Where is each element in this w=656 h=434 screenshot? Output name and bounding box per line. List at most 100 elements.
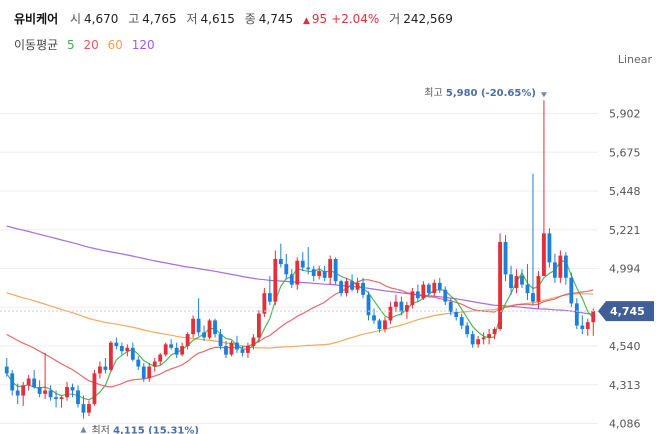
candle-body <box>366 294 371 316</box>
candles <box>4 100 596 419</box>
candle-body <box>552 262 557 278</box>
candle-body <box>465 325 470 335</box>
candle-body <box>224 346 228 355</box>
candle-body <box>487 334 492 338</box>
candle-body <box>163 344 168 355</box>
candle-body <box>394 301 398 307</box>
candle-body <box>87 404 91 413</box>
candle-body <box>4 366 9 374</box>
candle-body <box>421 284 426 299</box>
candle-body <box>547 233 552 263</box>
y-axis: 5,9025,6755,4485,2214,9944,7454,5404,313… <box>609 108 641 431</box>
stock-name: 유비케어 <box>14 12 59 26</box>
candle-body <box>459 317 464 326</box>
candle-body <box>580 325 585 329</box>
candle-body <box>322 270 327 278</box>
candle-body <box>273 259 278 302</box>
candle-body <box>328 259 333 278</box>
candle-body <box>558 255 563 278</box>
candle-body <box>267 293 272 302</box>
ma-60-label[interactable]: 60 <box>107 38 123 52</box>
close-value: 4,745 <box>258 12 294 26</box>
ma-20-label[interactable]: 20 <box>83 38 99 52</box>
candle-body <box>306 267 311 270</box>
candle-body <box>377 320 382 329</box>
candle-body <box>339 281 344 294</box>
close-label: 종 <box>244 12 256 26</box>
candle-body <box>103 366 108 370</box>
low-label: 저 <box>186 12 198 26</box>
candle-body <box>202 332 206 338</box>
last-price-tag <box>598 301 654 322</box>
candle-body <box>26 378 31 386</box>
candle-body <box>65 387 69 398</box>
high-annotation: 최고 5,980 (-20.65%) <box>424 87 536 99</box>
candle-body <box>300 260 305 268</box>
candle-body <box>520 276 524 285</box>
scale-toggle[interactable]: Linear <box>617 53 652 66</box>
candle-body <box>98 366 102 374</box>
candle-body <box>76 390 80 405</box>
candle-body <box>48 390 53 398</box>
candle-body <box>251 337 256 347</box>
candle-body <box>246 346 250 353</box>
ma-120-label[interactable]: 120 <box>131 38 155 52</box>
candle-body <box>152 361 157 367</box>
candle-body <box>426 284 431 294</box>
candle-body <box>585 322 590 329</box>
candle-body <box>525 284 530 294</box>
candle-body <box>432 282 437 294</box>
candle-body <box>509 274 513 289</box>
candle-body <box>470 334 475 345</box>
candle-body <box>207 320 212 338</box>
ma-title: 이동평균 <box>14 38 59 52</box>
y-tick-label: 5,221 <box>609 224 641 237</box>
candle-body <box>262 293 267 314</box>
candle-body <box>503 241 508 275</box>
candle-body <box>569 277 574 304</box>
candle-body <box>141 366 146 379</box>
candle-body <box>59 397 64 399</box>
candle-body <box>284 264 289 275</box>
candle-body <box>218 334 223 347</box>
candle-body <box>114 342 119 347</box>
candle-body <box>311 269 316 277</box>
candle-body <box>37 387 42 394</box>
y-tick-label: 4,313 <box>609 379 641 392</box>
candle-body <box>147 366 152 379</box>
candle-body <box>229 342 234 355</box>
candle-body <box>542 233 546 277</box>
candle-body <box>481 337 486 340</box>
open-label: 시 <box>70 12 82 26</box>
candle-body <box>32 378 37 388</box>
candle-body <box>295 260 300 285</box>
candle-body <box>196 318 201 333</box>
ma-5-label[interactable]: 5 <box>67 38 75 52</box>
candle-body <box>21 385 26 396</box>
candle-body <box>81 404 86 413</box>
annotations: 최고 5,980 (-20.65%) 최저 4,115 (15.31%) 4,745 <box>0 87 654 434</box>
candle-body <box>54 397 58 399</box>
candle-body <box>191 318 196 335</box>
ma-120-line <box>6 225 594 315</box>
candle-body <box>415 291 420 299</box>
candle-body <box>350 281 354 290</box>
y-tick-label: 5,448 <box>609 185 641 198</box>
low-marker-icon <box>80 426 87 433</box>
candle-body <box>10 373 15 391</box>
candle-body <box>136 359 141 367</box>
low-annotation: 최저 4,115 (15.31%) <box>91 425 198 434</box>
candle-body <box>108 342 113 370</box>
candle-body <box>174 347 179 355</box>
high-marker-icon <box>540 92 547 98</box>
candle-body <box>563 255 568 278</box>
change-percent: +2.04% <box>331 12 380 26</box>
candle-body <box>383 320 387 329</box>
candle-body <box>514 276 519 289</box>
candle-body <box>492 328 497 335</box>
moving-average-legend[interactable]: 이동평균 5 20 60 120 <box>14 37 160 53</box>
candle-body <box>70 387 75 391</box>
change-value: 95 <box>311 12 328 26</box>
candle-body <box>185 334 190 347</box>
